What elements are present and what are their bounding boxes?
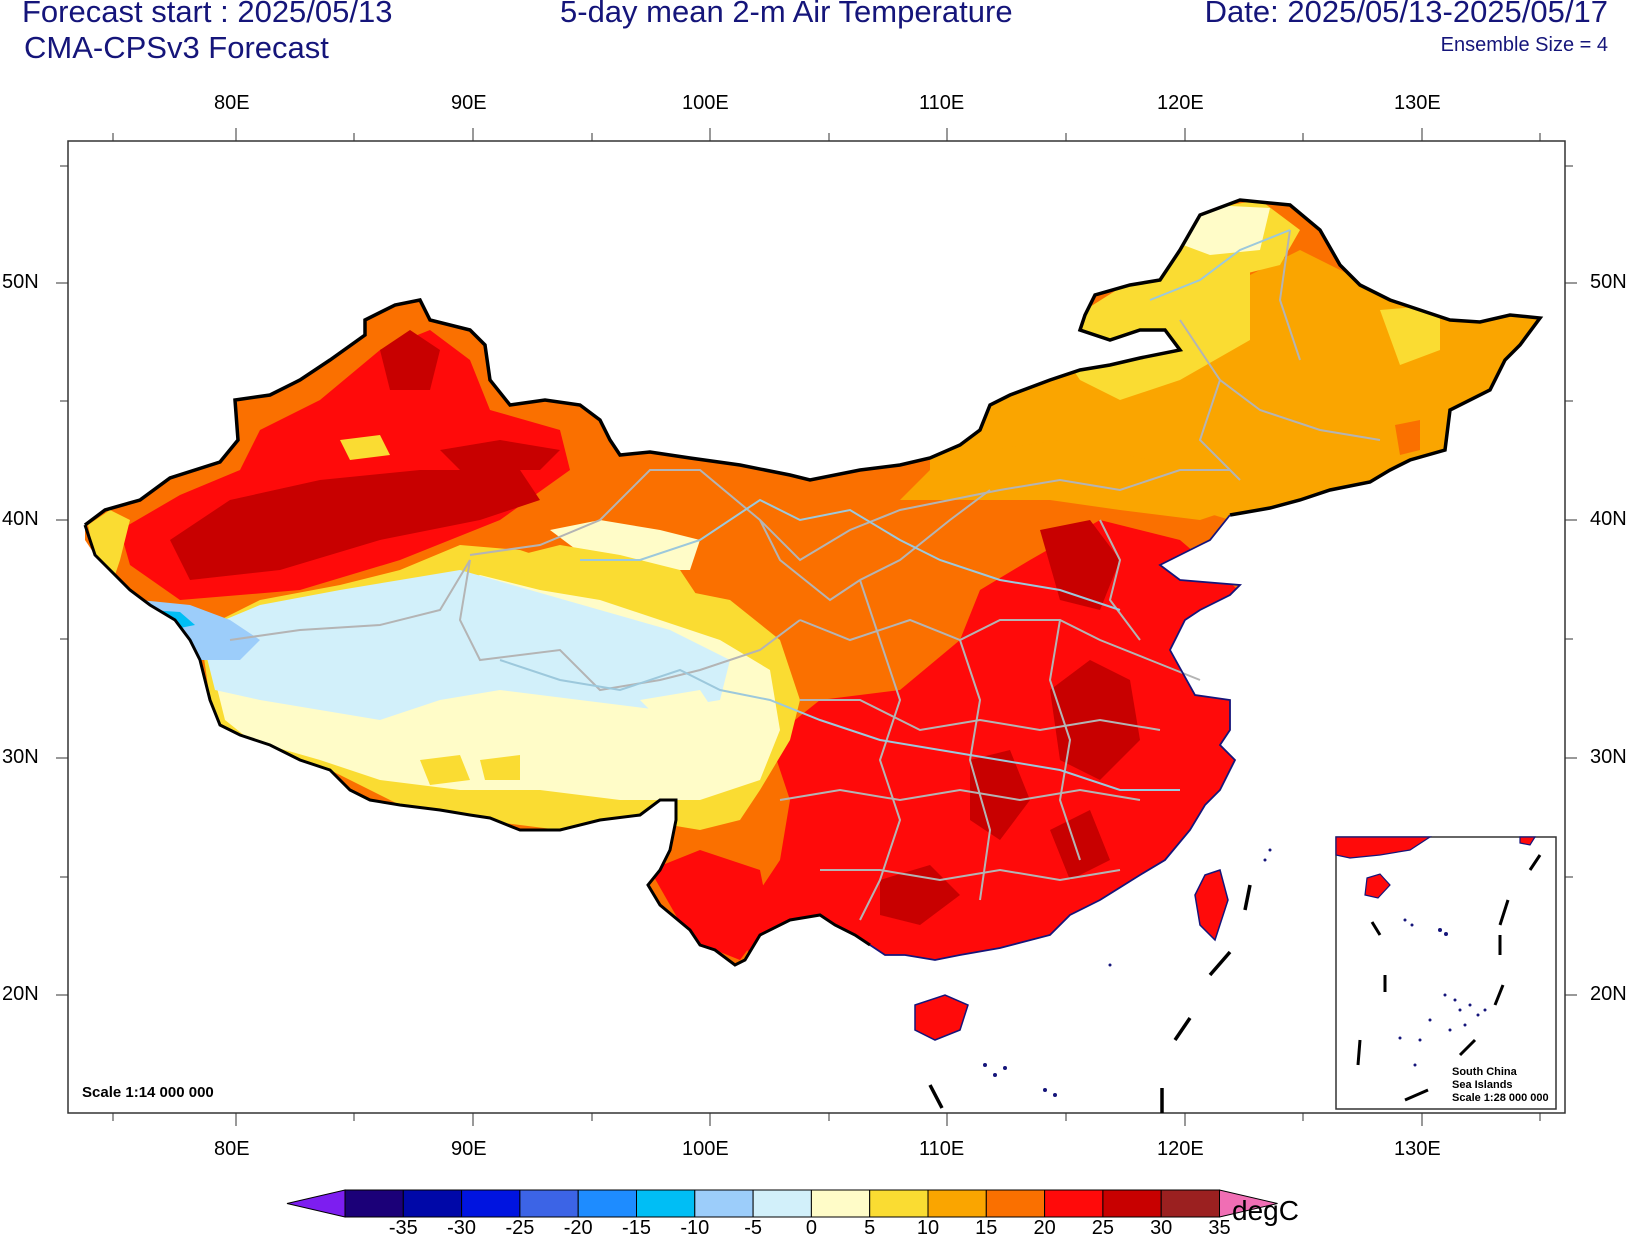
national-border — [83, 198, 1544, 527]
colorbar-tick-label: 25 — [1091, 1217, 1115, 1239]
colorbar-tick-label: -30 — [447, 1217, 477, 1239]
colorbar-swatch — [461, 1189, 521, 1218]
colorbar-tick-label: -20 — [563, 1217, 593, 1239]
lat-label-right: 40N — [1590, 508, 1627, 530]
lon-label-bottom: 100E — [682, 1138, 729, 1160]
colorbar-swatch — [402, 1189, 463, 1218]
southwest-border — [83, 524, 871, 967]
colorbar-tick-label: 35 — [1208, 1217, 1231, 1239]
colorbar-tick-label: 5 — [864, 1217, 876, 1239]
colorbar-swatch — [752, 1189, 812, 1218]
maritime-boundary — [928, 884, 1252, 1113]
colorbar-swatch — [985, 1189, 1046, 1218]
colorbar-high-arrow — [1219, 1189, 1278, 1218]
colorbar-swatch — [519, 1189, 579, 1218]
colorbar-swatch — [1102, 1189, 1162, 1218]
forecast-start-label: Forecast start : 2025/05/13 — [22, 0, 393, 29]
colorbar-tick-label: 10 — [916, 1217, 940, 1239]
coastline — [869, 514, 1243, 961]
colorbar-tick-label: -25 — [505, 1217, 535, 1239]
colorbar-swatch — [636, 1189, 696, 1218]
colorbar-tick-label: 0 — [805, 1217, 817, 1239]
colorbar-swatch — [869, 1189, 929, 1218]
lat-label-left: 50N — [2, 271, 39, 293]
map-title: 5-day mean 2-m Air Temperature — [560, 0, 1013, 29]
lat-label-right: 20N — [1590, 983, 1627, 1005]
inset-title-line1: South China — [1452, 1066, 1517, 1078]
lat-label-right: 50N — [1590, 271, 1627, 293]
inset-hainan — [1364, 873, 1391, 899]
colorbar-tick-label: 15 — [975, 1217, 998, 1239]
model-name-label: CMA-CPSv3 Forecast — [24, 30, 329, 65]
lon-label-bottom: 80E — [214, 1138, 250, 1160]
colorbar-tick-label: -5 — [744, 1217, 762, 1239]
colorbar-tick-label: 30 — [1150, 1217, 1173, 1239]
hainan-island — [914, 994, 969, 1041]
inset-dashed-line — [1356, 854, 1542, 1102]
colorbar-tick-label: -15 — [622, 1217, 651, 1239]
lat-label-left: 30N — [2, 746, 39, 768]
inset-scale-label: Scale 1:28 000 000 — [1452, 1092, 1549, 1104]
colorbar-swatch — [1160, 1189, 1220, 1218]
lat-label-left: 40N — [2, 508, 39, 530]
rivers — [499, 229, 1291, 791]
lon-label-top: 120E — [1157, 92, 1204, 114]
lon-label-bottom: 120E — [1157, 1138, 1204, 1160]
lon-label-bottom: 130E — [1394, 1138, 1441, 1160]
lat-label-left: 20N — [2, 983, 39, 1005]
colorbar-swatch — [694, 1189, 754, 1218]
colorbar-swatch — [927, 1189, 987, 1218]
lon-label-top: 80E — [214, 92, 250, 114]
colorbar-tick-label: -35 — [388, 1217, 418, 1239]
inset-title-line2: Sea Islands — [1452, 1079, 1513, 1091]
colorbar-tick-label: 20 — [1033, 1217, 1056, 1239]
colorbar-low-arrow — [286, 1189, 346, 1218]
colorbar-swatch — [810, 1189, 871, 1218]
lon-label-top: 110E — [919, 92, 965, 114]
colorbar-unit: degC — [1232, 1195, 1299, 1226]
inset-mainland — [1335, 836, 1433, 859]
colorbar-swatch — [1044, 1189, 1104, 1218]
lon-label-bottom: 90E — [451, 1138, 487, 1160]
colorbar-swatch — [344, 1189, 404, 1218]
province-boundaries — [229, 229, 1381, 921]
ensemble-size-label: Ensemble Size = 4 — [1440, 34, 1608, 56]
colorbar-swatch — [577, 1189, 638, 1218]
inset-islands — [1398, 918, 1487, 1067]
tick-marks — [56, 128, 1577, 1126]
sea-islands — [983, 848, 1272, 1097]
lat-label-right: 30N — [1590, 746, 1627, 768]
lon-label-top: 100E — [682, 92, 729, 114]
lon-label-top: 90E — [451, 92, 487, 114]
lon-label-top: 130E — [1394, 92, 1441, 114]
taiwan-island — [1194, 869, 1229, 942]
colorbar-tick-label: -10 — [680, 1217, 710, 1239]
colorbar — [286, 1189, 1278, 1218]
lon-label-bottom: 110E — [919, 1138, 965, 1160]
map-scale-label: Scale 1:14 000 000 — [82, 1084, 214, 1101]
date-range-label: Date: 2025/05/13-2025/05/17 — [1204, 0, 1608, 29]
